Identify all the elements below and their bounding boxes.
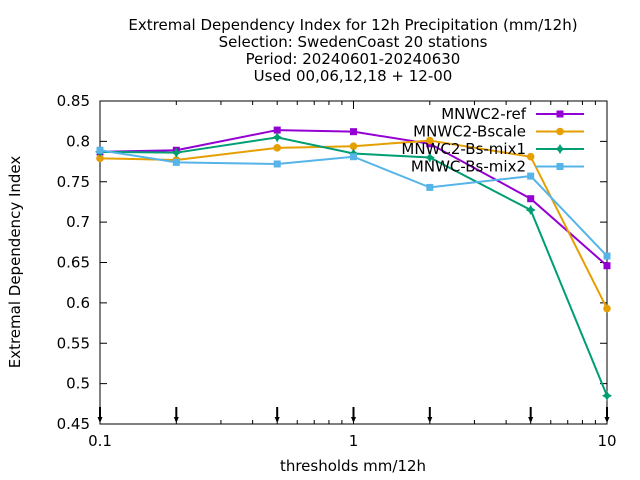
data-point — [424, 152, 435, 163]
series-line — [99, 149, 608, 257]
data-point — [350, 128, 357, 136]
data-point — [426, 136, 434, 145]
data-point — [426, 183, 434, 191]
y-tick-label: 0.65 — [57, 254, 90, 272]
y-tick-label: 0.55 — [57, 334, 90, 352]
y-axis: 0.45 0.5 0.55 0.6 0.65 0.7 0.75 0.8 0.85 — [57, 92, 607, 433]
data-point — [555, 144, 565, 154]
threshold-marker-arrow — [427, 417, 433, 423]
y-tick-label: 0.85 — [57, 92, 90, 110]
data-point — [603, 304, 611, 313]
data-point — [96, 154, 104, 163]
data-point — [349, 142, 358, 151]
data-point — [525, 205, 536, 216]
legend-label: MNWC2-Bscale — [413, 123, 526, 141]
y-tick-label: 0.45 — [57, 415, 90, 433]
data-point — [526, 152, 535, 161]
data-point — [273, 126, 281, 134]
threshold-markers — [97, 407, 610, 423]
y-tick-label: 0.8 — [66, 132, 90, 150]
threshold-marker-arrow — [173, 417, 179, 423]
series-group — [95, 126, 612, 401]
threshold-marker-arrow — [528, 417, 534, 423]
data-point — [556, 127, 564, 136]
title-line: Period: 20240601-20240630 — [246, 50, 461, 68]
y-tick-label: 0.75 — [57, 173, 90, 191]
threshold-marker-arrow — [97, 417, 103, 423]
data-point — [273, 144, 281, 152]
data-point — [602, 390, 612, 401]
x-tick-label: 1 — [349, 432, 359, 450]
y-tick-label: 0.5 — [66, 375, 90, 393]
threshold-marker-arrow — [274, 417, 280, 423]
title-line: Extremal Dependency Index for 12h Precip… — [128, 16, 577, 34]
data-point — [556, 110, 564, 118]
legend-label: MNWC2-Bs-mix1 — [401, 140, 526, 158]
data-point — [527, 195, 535, 203]
legend-label: MNWC-Bs-mix2 — [411, 158, 526, 176]
y-axis-label: Extremal Dependency Index — [6, 156, 24, 369]
series-MNWC-Bs-mix2 — [96, 146, 611, 260]
threshold-marker-arrow — [351, 417, 356, 423]
threshold-marker-arrow — [604, 417, 610, 423]
x-axis: 0.1 1 10 — [88, 101, 617, 450]
chart-title: Extremal Dependency Index for 12h Precip… — [128, 16, 577, 85]
data-point — [273, 160, 281, 168]
data-point — [96, 146, 104, 154]
title-line: Selection: SwedenCoast 20 stations — [219, 33, 488, 51]
x-axis-label: thresholds mm/12h — [280, 457, 426, 475]
x-tick-label: 10 — [597, 432, 616, 450]
series-MNWC2-Bs-mix1 — [95, 132, 612, 401]
y-tick-label: 0.7 — [66, 213, 90, 231]
y-tick-label: 0.6 — [66, 294, 90, 312]
legend-label: MNWC2-ref — [441, 105, 526, 123]
data-point — [556, 163, 564, 170]
x-tick-label: 0.1 — [88, 432, 112, 450]
data-point — [272, 132, 283, 143]
data-point — [172, 158, 180, 166]
data-point — [171, 147, 182, 158]
title-line: Used 00,06,12,18 + 12-00 — [254, 67, 453, 85]
data-point — [603, 252, 611, 260]
data-point — [527, 172, 535, 180]
legend: MNWC2-refMNWC2-BscaleMNWC2-Bs-mix1MNWC-B… — [401, 105, 584, 176]
data-point — [350, 153, 357, 161]
data-point — [603, 262, 611, 270]
